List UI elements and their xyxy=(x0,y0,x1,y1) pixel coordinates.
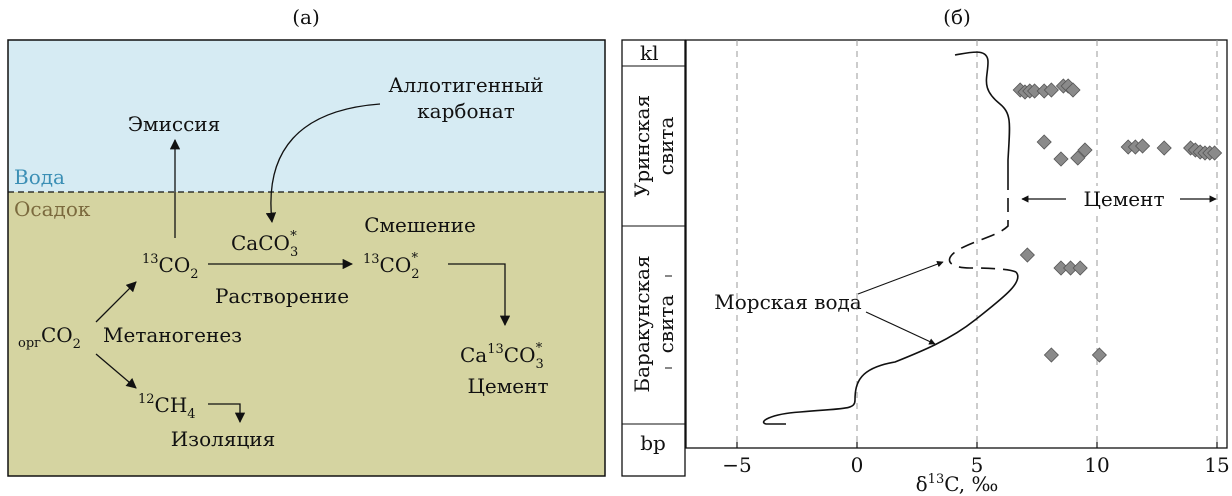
cement-point xyxy=(1043,82,1059,98)
panel-a: (а) Вода Осадок Эмиссия Аллотигенный кар… xyxy=(7,5,606,477)
cement-point xyxy=(1091,347,1107,363)
cement-point xyxy=(1077,142,1093,158)
caco3-star: CaCO3* xyxy=(231,229,298,260)
cement-point xyxy=(1156,140,1172,156)
methanogenesis-label: Метаногенез xyxy=(103,323,242,347)
arrow-to-cement xyxy=(448,263,511,327)
cement-point xyxy=(1207,145,1223,161)
strat-kl: kl xyxy=(640,41,659,65)
cement-point xyxy=(1072,260,1088,276)
x-axis-title: δ13C, ‰ xyxy=(916,472,999,496)
x-tick-label: 10 xyxy=(1084,453,1109,477)
cement-point xyxy=(1135,138,1151,154)
sediment-label: Осадок xyxy=(14,197,91,221)
strat-barak-2: свита xyxy=(654,295,678,354)
seawater-curve-top xyxy=(954,51,1011,176)
seawater-label: Морская вода xyxy=(714,290,862,314)
co2-13-star: 13CO2* xyxy=(363,251,420,282)
strat-urin-1: Уринская xyxy=(630,95,654,197)
x-tick-label: 5 xyxy=(971,453,984,477)
strat-urin-2: свита xyxy=(654,117,678,176)
isolation-label: Изоляция xyxy=(171,427,276,451)
cement-point xyxy=(1070,150,1086,166)
strat-ticks xyxy=(665,65,672,369)
allothigenic-label-2: карбонат xyxy=(417,99,515,123)
cement-point xyxy=(1036,134,1052,150)
panel-b-label: (б) xyxy=(943,5,971,29)
plot-frame xyxy=(685,39,1228,449)
arrow-to-isolation xyxy=(208,403,246,424)
cement-label-bg xyxy=(1068,186,1180,212)
strat-barak-1: Баракунская xyxy=(630,255,654,392)
x-ticks: −5 0 5 10 15 xyxy=(722,442,1230,477)
panel-b: (б) kl bp Уринская свита Баракунская сви… xyxy=(621,5,1230,496)
strat-bp: bp xyxy=(640,431,666,455)
ch4-12: 12CH4 xyxy=(138,392,196,422)
x-tick-label: 15 xyxy=(1204,453,1229,477)
water-label: Вода xyxy=(14,165,65,189)
arrow-org-to-ch4 xyxy=(95,353,137,389)
cement-point xyxy=(1043,347,1059,363)
cement-point xyxy=(1053,151,1069,167)
seawater-arrow-1 xyxy=(857,261,944,295)
arrow-allothigenic xyxy=(265,103,381,224)
sediment-region xyxy=(8,192,605,476)
strat-column xyxy=(621,39,686,477)
seawater-arrow-2 xyxy=(865,311,936,345)
mixing-label: Смешение xyxy=(364,213,476,237)
allothigenic-label-1: Аллотигенный xyxy=(388,73,543,97)
emission-label: Эмиссия xyxy=(128,112,221,136)
org-co2: оргCO2 xyxy=(18,323,81,352)
cement-label-a: Цемент xyxy=(467,374,548,398)
panel-a-label: (а) xyxy=(292,5,320,29)
co2-13: 13CO2 xyxy=(142,252,199,282)
x-tick-label: 0 xyxy=(851,453,864,477)
cement-markers xyxy=(1012,78,1223,363)
seawater-curve xyxy=(762,51,1019,425)
cement-label-b: Цемент xyxy=(1083,187,1164,211)
x-tick-label: −5 xyxy=(722,453,751,477)
grid xyxy=(736,40,1218,448)
panel-a-frame xyxy=(7,39,606,477)
water-region xyxy=(8,40,605,192)
seawater-curve-dashed xyxy=(948,176,1017,273)
cement-point xyxy=(1019,247,1035,263)
seawater-curve-bottom xyxy=(762,271,1019,425)
ca13co3-star: Ca13CO3* xyxy=(460,341,544,372)
dissolution-label: Растворение xyxy=(215,284,349,308)
arrow-org-to-co2 xyxy=(95,281,137,323)
cement-point xyxy=(1065,82,1081,98)
